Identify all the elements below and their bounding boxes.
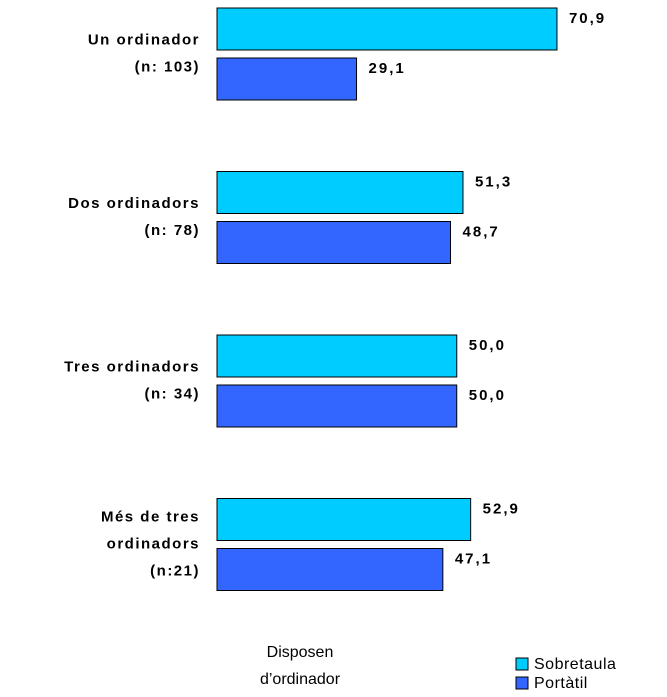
legend-label: Portàtil — [534, 675, 588, 692]
category-label: (n: 103) — [135, 58, 200, 75]
legend-swatch — [515, 676, 529, 690]
bar — [216, 171, 464, 214]
axis-label: d’ordinador — [260, 671, 341, 688]
bar — [216, 57, 358, 101]
value-label: 70,9 — [569, 10, 606, 27]
category-label: Més de tres — [101, 508, 200, 525]
category-label: (n: 78) — [145, 222, 201, 239]
value-label: 52,9 — [483, 500, 520, 517]
category-label: Dos ordinadors — [68, 195, 200, 212]
value-label: 50,0 — [469, 387, 506, 404]
value-label: 48,7 — [463, 223, 500, 240]
category-label: Tres ordinadors — [64, 358, 200, 375]
legend-label: Sobretaula — [534, 656, 616, 673]
category-label: (n:21) — [150, 562, 200, 579]
value-label: 51,3 — [475, 173, 512, 190]
bar — [216, 221, 452, 264]
bar — [216, 384, 458, 428]
bar — [216, 7, 558, 51]
category-label: ordinadors — [107, 535, 200, 552]
value-label: 50,0 — [469, 337, 506, 354]
value-label: 29,1 — [369, 60, 406, 77]
axis-label: Disposen — [267, 644, 334, 661]
value-label: 47,1 — [455, 550, 492, 567]
category-label: Un ordinador — [88, 31, 200, 48]
bar — [216, 498, 472, 541]
legend-swatch — [515, 657, 529, 671]
category-label: (n: 34) — [145, 385, 201, 402]
bar — [216, 334, 458, 378]
bar — [216, 548, 444, 591]
